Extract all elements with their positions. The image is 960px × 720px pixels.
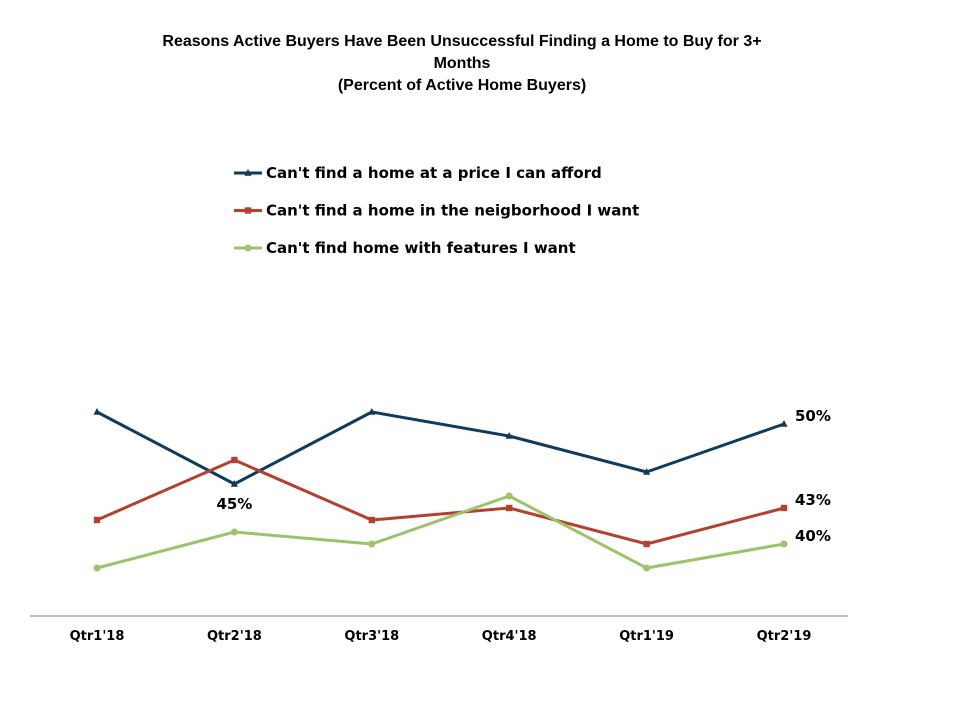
data-label: 43% xyxy=(795,491,831,509)
series xyxy=(93,492,788,572)
series-layer xyxy=(93,408,788,572)
data-point xyxy=(505,432,513,439)
legend-label: Can't find a home in the neigborhood I w… xyxy=(266,202,639,220)
x-tick-label: Qtr3'18 xyxy=(344,629,399,644)
data-point xyxy=(231,456,238,464)
data-point xyxy=(368,408,376,415)
legend-item: Can't find home with features I want xyxy=(234,239,576,257)
data-label: 45% xyxy=(216,495,252,513)
legend-label: Can't find a home at a price I can affor… xyxy=(266,164,602,182)
x-tick-label: Qtr1'19 xyxy=(619,629,674,644)
data-point xyxy=(643,540,650,548)
data-point xyxy=(643,468,651,475)
data-point xyxy=(230,528,238,536)
data-point xyxy=(780,420,788,427)
x-axis-tick-labels: Qtr1'18 Qtr2'18 Qtr3'18 Qtr4'18 Qtr1'19 Qtr2'… xyxy=(70,629,812,644)
data-point xyxy=(93,516,101,524)
data-label: 40% xyxy=(795,527,831,545)
data-labels: 45% 50% 43% 40% xyxy=(216,407,830,545)
legend-swatch-marker xyxy=(244,169,252,176)
data-label: 50% xyxy=(795,407,831,425)
data-point xyxy=(505,492,513,500)
x-tick-label: Qtr1'18 xyxy=(70,629,125,644)
chart-title: Reasons Active Buyers Have Been Unsucces… xyxy=(0,31,924,97)
x-tick-label: Qtr4'18 xyxy=(482,629,537,644)
data-point xyxy=(780,504,788,512)
data-point xyxy=(368,540,376,548)
data-point xyxy=(506,504,513,512)
series-line xyxy=(96,494,785,570)
data-point xyxy=(230,480,238,487)
x-tick-label: Qtr2'18 xyxy=(207,629,262,644)
data-point xyxy=(780,540,788,548)
chart-title-line-1: Reasons Active Buyers Have Been Unsucces… xyxy=(162,33,762,50)
data-point xyxy=(643,564,651,572)
series-line xyxy=(96,410,785,486)
legend-swatch-marker xyxy=(244,207,252,214)
data-point xyxy=(368,516,375,524)
x-tick-label: Qtr2'19 xyxy=(757,629,812,644)
series-line xyxy=(96,458,785,546)
legend-label: Can't find home with features I want xyxy=(266,239,576,257)
legend-item: Can't find a home in the neigborhood I w… xyxy=(234,202,639,220)
series xyxy=(93,408,788,487)
chart-title-line-2: Months xyxy=(433,55,491,72)
legend: Can't find a home at a price I can affor… xyxy=(234,164,639,257)
chart-subtitle: (Percent of Active Home Buyers) xyxy=(337,77,587,94)
data-point xyxy=(93,564,101,572)
legend-item: Can't find a home at a price I can affor… xyxy=(234,164,602,182)
data-point xyxy=(93,408,101,415)
legend-swatch-marker xyxy=(244,244,252,252)
series xyxy=(93,456,788,548)
